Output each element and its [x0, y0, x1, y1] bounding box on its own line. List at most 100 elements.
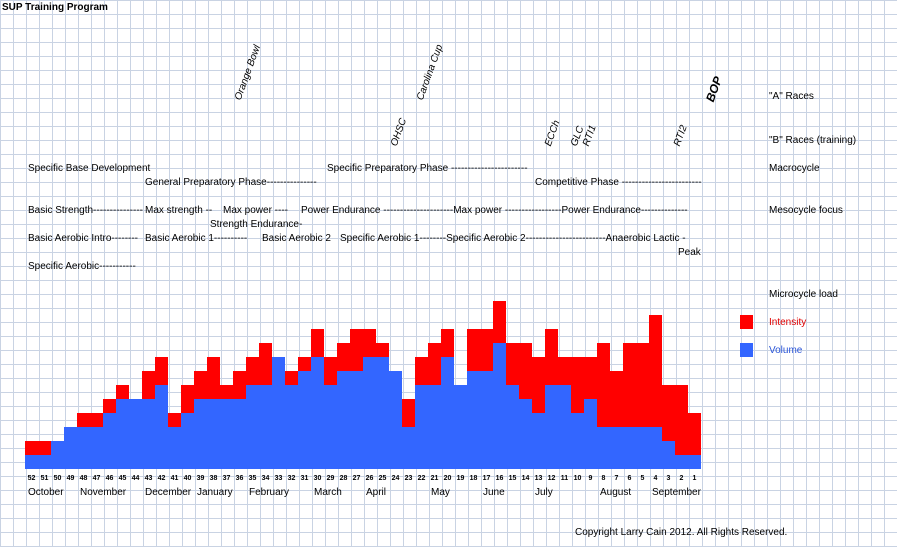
volume-bar — [402, 427, 415, 469]
volume-bar — [571, 413, 584, 469]
intensity-bar — [324, 357, 337, 385]
volume-bar — [38, 455, 51, 469]
aerobic-focus: Specific Aerobic----------- — [28, 261, 136, 272]
week-tick-label: 40 — [184, 475, 192, 482]
intensity-bar — [311, 329, 324, 357]
macro-phase: Specific Base Development — [28, 163, 151, 174]
volume-bar — [519, 399, 532, 469]
aerobic-focus: Basic Aerobic Intro-------- — [28, 233, 139, 244]
week-tick-label: 32 — [288, 475, 296, 482]
week-tick-label: 21 — [431, 475, 439, 482]
week-tick-label: 23 — [405, 475, 413, 482]
intensity-bar — [337, 343, 350, 371]
week-tick-label: 43 — [145, 475, 153, 482]
volume-bar — [506, 385, 519, 469]
row-label-microcycle: Microcycle load — [769, 289, 838, 300]
intensity-bar — [220, 385, 233, 399]
volume-bar — [298, 371, 311, 469]
volume-bar — [194, 399, 207, 469]
week-tick-label: 5 — [641, 475, 645, 482]
volume-bar — [493, 343, 506, 469]
week-tick-label: 46 — [106, 475, 114, 482]
aerobic-focus: Specific Aerobic 1--------Specific Aerob… — [340, 233, 686, 244]
month-label: September — [652, 487, 702, 498]
volume-bar — [324, 385, 337, 469]
month-label: January — [197, 487, 233, 498]
week-tick-label: 12 — [548, 475, 556, 482]
volume-bar — [116, 399, 129, 469]
legend-intensity-label: Intensity — [769, 317, 807, 328]
volume-bar — [51, 441, 64, 469]
week-tick-label: 9 — [589, 475, 593, 482]
volume-bar — [168, 427, 181, 469]
row-label-macrocycle: Macrocycle — [769, 163, 820, 174]
volume-bar — [532, 413, 545, 469]
month-label: May — [431, 487, 450, 498]
volume-bar — [454, 385, 467, 469]
intensity-bar — [363, 329, 376, 357]
month-label: October — [28, 487, 64, 498]
month-label: April — [366, 487, 386, 498]
intensity-bar — [493, 301, 506, 343]
week-tick-label: 29 — [327, 475, 335, 482]
week-tick-label: 41 — [171, 475, 179, 482]
month-label: July — [535, 487, 553, 498]
intensity-bar — [298, 357, 311, 371]
week-tick-label: 6 — [628, 475, 632, 482]
intensity-bar — [597, 343, 610, 427]
intensity-bar — [194, 371, 207, 399]
volume-bar — [337, 371, 350, 469]
week-tick-label: 35 — [249, 475, 257, 482]
week-tick-label: 27 — [353, 475, 361, 482]
intensity-bar — [207, 357, 220, 399]
week-tick-label: 33 — [275, 475, 283, 482]
volume-bar — [675, 455, 688, 469]
week-tick-label: 49 — [67, 475, 75, 482]
intensity-bar — [142, 371, 155, 399]
row-label-b-races: "B" Races (training) — [769, 135, 857, 146]
week-tick-label: 47 — [93, 475, 101, 482]
intensity-bar — [636, 343, 649, 427]
sheet-title: SUP Training Program — [2, 2, 108, 13]
week-tick-label: 24 — [392, 475, 400, 482]
intensity-bar — [155, 357, 168, 385]
macro-phase: General Preparatory Phase--------------- — [145, 177, 317, 188]
intensity-bar — [571, 357, 584, 413]
meso-focus: Basic Strength--------------- — [28, 205, 143, 216]
week-tick-label: 44 — [132, 475, 140, 482]
month-label: November — [80, 487, 127, 498]
week-tick-label: 28 — [340, 475, 348, 482]
week-tick-label: 2 — [680, 475, 684, 482]
intensity-bar — [584, 357, 597, 399]
intensity-bar — [610, 371, 623, 427]
week-tick-label: 42 — [158, 475, 166, 482]
intensity-bar — [506, 343, 519, 385]
intensity-bar — [623, 343, 636, 427]
volume-bar — [688, 455, 701, 469]
intensity-bar — [675, 385, 688, 455]
intensity-bar — [558, 357, 571, 385]
intensity-bar — [350, 329, 363, 371]
volume-bar — [636, 427, 649, 469]
intensity-bar — [259, 343, 272, 385]
week-tick-label: 50 — [54, 475, 62, 482]
week-tick-label: 1 — [693, 475, 697, 482]
volume-bar — [233, 399, 246, 469]
aerobic-focus: Basic Aerobic 1---------- — [145, 233, 248, 244]
week-tick-label: 8 — [602, 475, 606, 482]
volume-bar — [545, 385, 558, 469]
volume-bar — [597, 427, 610, 469]
intensity-bar — [519, 343, 532, 399]
intensity-bar — [532, 357, 545, 413]
intensity-bar — [285, 371, 298, 385]
month-label: March — [314, 487, 342, 498]
volume-bar — [623, 427, 636, 469]
volume-bar — [181, 413, 194, 469]
volume-bar — [77, 427, 90, 469]
month-label: December — [145, 487, 192, 498]
volume-bar — [64, 427, 77, 469]
volume-bar — [662, 441, 675, 469]
meso-focus: Max power ---- — [223, 205, 289, 216]
week-tick-label: 16 — [496, 475, 504, 482]
